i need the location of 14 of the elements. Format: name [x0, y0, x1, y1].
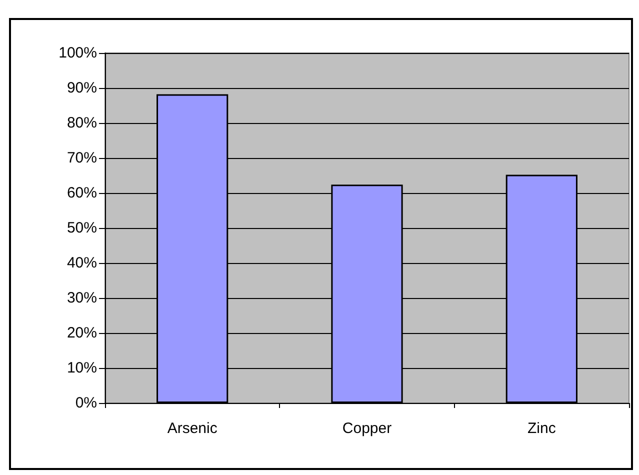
- y-tick-label: 70%: [66, 150, 97, 166]
- y-tick-label: 80%: [66, 114, 97, 132]
- x-tick-label: Arsenic: [167, 420, 218, 437]
- y-tick-label: 20%: [66, 324, 97, 342]
- y-tick-label: 0%: [75, 394, 97, 412]
- x-tick-label: Zinc: [527, 420, 556, 437]
- y-tick-label: 40%: [66, 254, 97, 272]
- y-tick-label: 90%: [66, 80, 97, 96]
- x-tick-label: Copper: [342, 420, 392, 437]
- y-tick-label: 10%: [66, 360, 97, 376]
- y-tick-label: 60%: [66, 184, 97, 202]
- y-tick-label: 100%: [58, 44, 97, 62]
- y-tick-label: 50%: [66, 220, 97, 236]
- y-tick-label: 30%: [66, 290, 97, 306]
